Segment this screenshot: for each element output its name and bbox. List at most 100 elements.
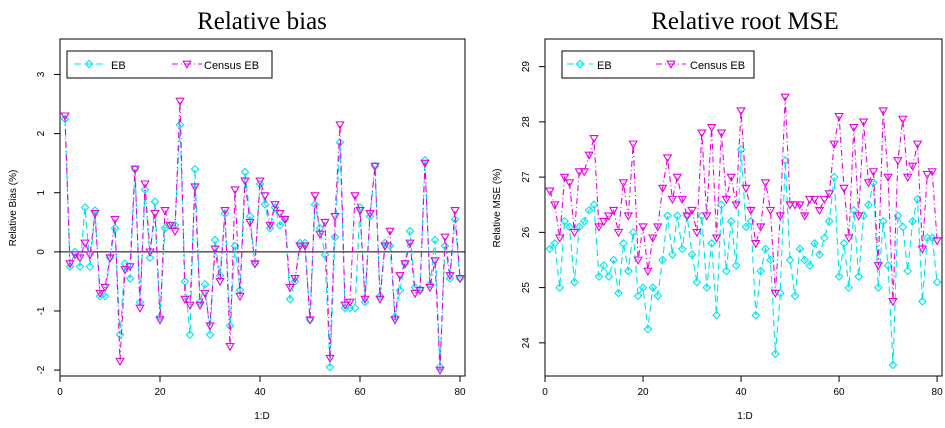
point-census-eb <box>618 179 629 188</box>
point-census-eb <box>554 234 565 243</box>
point-census-eb <box>295 242 305 251</box>
point-census-eb <box>155 316 165 325</box>
point-census-eb <box>579 168 589 177</box>
point-census-eb <box>682 212 692 221</box>
point-eb <box>927 233 937 243</box>
point-eb <box>873 283 883 292</box>
point-census-eb <box>657 184 668 194</box>
point-eb <box>692 277 702 287</box>
x-tick-label: 80 <box>932 387 944 398</box>
point-eb <box>819 233 829 243</box>
point-census-eb <box>340 301 350 310</box>
point-census-eb <box>721 195 732 205</box>
point-census-eb <box>726 173 736 183</box>
point-census-eb <box>741 184 751 194</box>
point-eb <box>140 185 150 195</box>
point-census-eb <box>400 260 410 269</box>
point-census-eb <box>883 173 893 183</box>
point-eb <box>574 222 584 232</box>
point-census-eb <box>564 179 575 188</box>
point-eb <box>579 216 589 226</box>
y-tick-label: 1 <box>36 190 47 196</box>
point-census-eb <box>697 129 707 138</box>
legend-marker-eb <box>575 59 585 69</box>
point-eb <box>360 297 370 307</box>
point-census-eb <box>599 217 609 227</box>
point-census-eb <box>677 195 687 205</box>
point-census-eb <box>430 257 440 266</box>
point-eb <box>440 241 450 251</box>
point-eb <box>175 120 185 130</box>
point-census-eb <box>410 289 420 299</box>
point-census-eb <box>878 107 888 116</box>
point-eb <box>712 310 721 320</box>
point-census-eb <box>205 322 215 331</box>
point-census-eb <box>455 275 465 284</box>
point-eb <box>425 279 435 289</box>
point-eb <box>589 200 599 210</box>
point-census-eb <box>775 212 786 221</box>
point-census-eb <box>315 230 325 240</box>
point-census-eb <box>220 207 230 216</box>
point-eb <box>815 250 824 259</box>
point-eb <box>898 222 908 232</box>
point-census-eb <box>335 121 345 130</box>
point-census-eb <box>932 237 942 246</box>
point-census-eb <box>692 228 702 238</box>
point-eb <box>115 330 125 339</box>
point-eb <box>185 330 195 339</box>
point-eb <box>375 291 385 301</box>
point-census-eb <box>450 207 460 216</box>
point-eb <box>864 200 873 210</box>
point-census-eb <box>255 177 265 186</box>
y-axis-label: Relative Bias (%) <box>8 170 19 247</box>
point-census-eb <box>849 123 859 133</box>
point-census-eb <box>687 206 697 216</box>
point-census-eb <box>300 242 310 251</box>
point-eb <box>658 255 668 265</box>
point-eb <box>672 211 682 221</box>
point-eb <box>604 272 614 281</box>
point-eb <box>839 239 849 248</box>
point-eb <box>335 138 345 147</box>
point-census-eb <box>210 245 220 254</box>
chart-title: Relative root MSE <box>651 8 838 35</box>
point-census-eb <box>195 301 205 310</box>
point-census-eb <box>790 201 800 210</box>
point-eb <box>110 223 120 233</box>
point-census-eb <box>814 206 825 216</box>
point-census-eb <box>85 251 95 260</box>
point-eb <box>717 200 726 210</box>
point-census-eb <box>780 93 790 102</box>
point-census-eb <box>100 283 110 293</box>
point-census-eb <box>90 210 100 219</box>
point-eb <box>687 250 697 259</box>
point-census-eb <box>667 195 678 205</box>
series-line-census-eb <box>549 96 938 302</box>
point-census-eb <box>130 165 140 174</box>
point-eb <box>80 203 90 212</box>
x-axis-label: 1:D <box>254 411 270 422</box>
point-eb <box>430 235 440 245</box>
point-census-eb <box>425 283 435 293</box>
point-eb <box>751 310 761 320</box>
point-eb <box>584 205 594 215</box>
point-census-eb <box>760 179 771 188</box>
axes: 0 20 40 60 80 -2 -1 0 1 2 3 <box>36 71 466 398</box>
point-census-eb <box>898 115 908 125</box>
point-census-eb <box>603 212 614 221</box>
point-census-eb <box>75 254 85 263</box>
point-census-eb <box>280 215 290 225</box>
point-eb <box>125 274 135 283</box>
point-eb <box>908 216 917 226</box>
point-census-eb <box>652 223 663 232</box>
point-census-eb <box>110 215 120 225</box>
point-census-eb <box>545 187 555 196</box>
point-eb <box>702 283 712 292</box>
point-census-eb <box>270 201 280 210</box>
point-census-eb <box>105 254 115 263</box>
axes: 0 20 40 60 80 24 25 26 27 28 29 <box>521 61 943 398</box>
point-census-eb <box>569 228 580 238</box>
point-census-eb <box>574 168 585 177</box>
point-census-eb <box>160 207 170 216</box>
